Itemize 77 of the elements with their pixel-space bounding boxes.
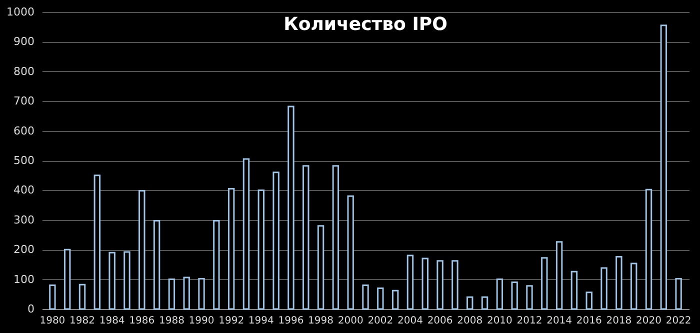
bar xyxy=(496,278,504,310)
y-tick-label: 500 xyxy=(14,154,34,167)
x-tick-label: 2014 xyxy=(546,316,572,326)
x-tick-label: 2000 xyxy=(338,316,364,326)
chart-title: Количество IPO xyxy=(284,14,448,35)
bar xyxy=(481,296,488,310)
bar xyxy=(570,270,578,310)
x-tick-label: 1994 xyxy=(248,316,274,326)
bar xyxy=(198,278,205,310)
x-tick-label: 1982 xyxy=(70,316,95,326)
bar xyxy=(616,256,622,310)
y-tick-label: 900 xyxy=(14,35,34,48)
x-tick-label: 2018 xyxy=(606,316,632,326)
bar xyxy=(422,258,428,310)
x-tick-label: 2004 xyxy=(397,316,423,326)
bar xyxy=(511,282,518,310)
y-tick-label: 0 xyxy=(28,302,34,316)
bar xyxy=(362,284,369,310)
x-tick-label: 2020 xyxy=(636,316,662,326)
bar xyxy=(258,189,265,310)
bar xyxy=(94,174,101,310)
bar xyxy=(630,262,638,310)
x-tick-label: 1998 xyxy=(308,316,334,326)
bar xyxy=(302,165,310,310)
x-tick-label: 1984 xyxy=(99,316,125,326)
bar xyxy=(213,220,220,310)
y-tick-label: 700 xyxy=(14,94,34,108)
bar xyxy=(168,278,176,310)
x-tick-label: 2002 xyxy=(368,316,394,326)
x-tick-label: 1990 xyxy=(188,316,214,326)
x-tick-label: 1980 xyxy=(40,316,66,326)
bar xyxy=(392,290,399,310)
x-tick-label: 2006 xyxy=(427,316,453,326)
y-tick-label: 1000 xyxy=(6,6,34,18)
bar xyxy=(600,267,608,310)
bar xyxy=(49,284,56,310)
y-tick-label: 200 xyxy=(14,243,34,256)
bar xyxy=(64,248,71,310)
bar xyxy=(153,220,160,310)
bar xyxy=(288,106,294,310)
x-tick-label: 2022 xyxy=(666,316,692,326)
bar xyxy=(228,188,235,310)
bar xyxy=(138,190,146,310)
x-tick-label: 2012 xyxy=(516,316,542,326)
bar xyxy=(332,165,340,310)
bar xyxy=(272,172,280,310)
bar xyxy=(377,287,384,310)
bar xyxy=(347,195,354,310)
bar xyxy=(242,158,250,310)
bar xyxy=(541,257,548,310)
bar xyxy=(452,260,458,310)
x-tick-label: 2016 xyxy=(576,316,602,326)
x-tick-label: 2008 xyxy=(457,316,483,326)
bar xyxy=(660,24,668,310)
bar xyxy=(645,188,652,310)
y-tick-label: 600 xyxy=(14,124,34,138)
bar xyxy=(406,254,414,310)
x-tick-label: 1992 xyxy=(218,316,244,326)
bar xyxy=(556,241,563,310)
bar xyxy=(108,252,116,310)
bar xyxy=(526,285,533,310)
y-tick-label: 100 xyxy=(14,272,34,286)
x-tick-label: 1986 xyxy=(129,316,155,326)
bar xyxy=(586,292,592,310)
y-tick-label: 300 xyxy=(14,213,34,226)
bar xyxy=(78,284,86,310)
y-tick-label: 800 xyxy=(14,64,34,78)
x-tick-label: 1996 xyxy=(278,316,304,326)
bar xyxy=(436,260,444,310)
y-tick-label: 400 xyxy=(14,184,34,197)
bar xyxy=(124,251,130,310)
bar xyxy=(466,296,474,310)
bar xyxy=(317,225,324,310)
bar xyxy=(675,278,682,310)
bar xyxy=(183,276,190,310)
x-tick-label: 1988 xyxy=(158,316,184,326)
x-tick-label: 2010 xyxy=(486,316,512,326)
